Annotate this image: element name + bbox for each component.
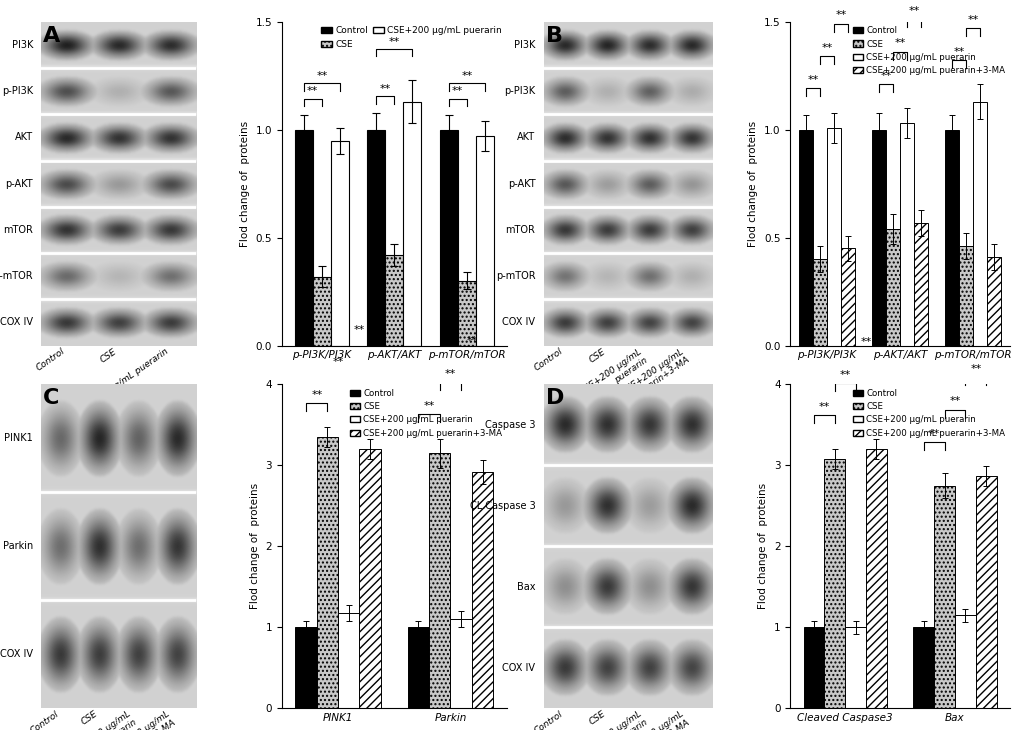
Text: C: C <box>43 388 59 408</box>
Text: **: ** <box>860 337 871 347</box>
Text: mTOR: mTOR <box>3 225 33 235</box>
Text: AKT: AKT <box>15 133 33 142</box>
Text: PI3K: PI3K <box>514 40 535 50</box>
Bar <box>317 437 337 708</box>
Y-axis label: Flod change of  proteins: Flod change of proteins <box>748 120 758 247</box>
Text: **: ** <box>969 364 980 374</box>
Text: COX IV: COX IV <box>502 318 535 328</box>
Bar <box>450 619 472 708</box>
Text: **: ** <box>307 86 318 96</box>
Bar <box>458 281 476 345</box>
Text: **: ** <box>807 75 818 85</box>
Text: **: ** <box>451 86 463 96</box>
Text: **: ** <box>388 36 399 47</box>
Text: **: ** <box>316 72 327 81</box>
Text: COX IV: COX IV <box>502 663 535 672</box>
Text: p-mTOR: p-mTOR <box>0 272 33 281</box>
Bar <box>913 223 927 345</box>
Text: D: D <box>545 388 564 408</box>
Text: **: ** <box>908 6 919 16</box>
Text: **: ** <box>461 72 472 81</box>
Y-axis label: Flod change of  proteins: Flod change of proteins <box>758 483 767 610</box>
Bar <box>367 130 385 345</box>
Text: **: ** <box>818 402 829 412</box>
Text: **: ** <box>953 47 964 57</box>
Text: **: ** <box>820 42 832 53</box>
Text: **: ** <box>835 10 846 20</box>
Bar <box>472 472 493 708</box>
Bar <box>986 257 1000 345</box>
Bar <box>403 101 421 345</box>
Bar <box>912 627 933 708</box>
Bar <box>840 248 854 345</box>
Text: p-AKT: p-AKT <box>507 179 535 189</box>
Bar <box>429 453 450 708</box>
Bar <box>476 137 493 345</box>
Bar <box>845 627 865 708</box>
Y-axis label: Flod change of  proteins: Flod change of proteins <box>239 120 250 247</box>
Bar <box>296 627 317 708</box>
Text: p-PI3K: p-PI3K <box>503 86 535 96</box>
Text: COX IV: COX IV <box>0 649 33 659</box>
Bar <box>359 449 380 708</box>
Legend: Control, CSE, CSE+200 μg/mL puerarin, CSE+200 μg/mL puerarin+3-MA: Control, CSE, CSE+200 μg/mL puerarin, CS… <box>350 389 502 438</box>
Text: p-mTOR: p-mTOR <box>495 272 535 281</box>
Text: **: ** <box>444 369 455 379</box>
Bar <box>826 128 840 345</box>
Bar <box>439 130 458 345</box>
Bar <box>803 627 823 708</box>
Text: Parkin: Parkin <box>3 541 33 551</box>
Bar <box>954 615 975 708</box>
Text: PI3K: PI3K <box>11 40 33 50</box>
Text: Bax: Bax <box>517 582 535 592</box>
Bar <box>313 277 330 345</box>
Text: **: ** <box>894 39 905 48</box>
Bar <box>798 130 812 345</box>
Bar <box>812 259 826 345</box>
Text: p-AKT: p-AKT <box>5 179 33 189</box>
Bar <box>294 130 313 345</box>
Text: **: ** <box>332 358 343 367</box>
Bar <box>408 627 429 708</box>
Bar <box>886 229 899 345</box>
Legend: Control, CSE, CSE+200 μg/mL puerarin, CSE+200 μg/mL puerarin+3-MA: Control, CSE, CSE+200 μg/mL puerarin, CS… <box>852 26 1005 75</box>
Text: PINK1: PINK1 <box>4 434 33 443</box>
Text: **: ** <box>879 71 891 81</box>
Bar <box>899 123 913 345</box>
Text: **: ** <box>423 401 434 411</box>
Bar <box>972 101 986 345</box>
Text: **: ** <box>354 325 365 335</box>
Bar <box>933 485 954 708</box>
Text: AKT: AKT <box>517 133 535 142</box>
Text: **: ** <box>949 396 960 407</box>
Bar <box>871 130 886 345</box>
Legend: Control, CSE, CSE+200 μg/mL puerarin: Control, CSE, CSE+200 μg/mL puerarin <box>321 26 501 49</box>
Legend: Control, CSE, CSE+200 μg/mL puerarin, CSE+200 μg/mL puerarin+3-MA: Control, CSE, CSE+200 μg/mL puerarin, CS… <box>852 389 1005 438</box>
Text: COX IV: COX IV <box>0 318 33 328</box>
Text: mTOR: mTOR <box>505 225 535 235</box>
Text: A: A <box>43 26 60 45</box>
Text: **: ** <box>311 390 322 400</box>
Bar <box>975 476 996 708</box>
Bar <box>959 246 972 345</box>
Text: **: ** <box>379 84 390 94</box>
Bar <box>337 612 359 708</box>
Bar <box>385 255 403 345</box>
Text: B: B <box>545 26 562 45</box>
Y-axis label: Flod change of  proteins: Flod change of proteins <box>250 483 260 610</box>
Text: **: ** <box>466 337 477 347</box>
Text: Caspase 3: Caspase 3 <box>484 420 535 430</box>
Text: **: ** <box>927 429 938 439</box>
Bar <box>823 459 845 708</box>
Bar <box>945 130 959 345</box>
Text: CL.Caspase 3: CL.Caspase 3 <box>470 501 535 511</box>
Text: p-PI3K: p-PI3K <box>2 86 33 96</box>
Text: **: ** <box>967 15 978 25</box>
Text: **: ** <box>839 369 850 380</box>
Bar <box>865 449 887 708</box>
Bar <box>330 141 348 345</box>
